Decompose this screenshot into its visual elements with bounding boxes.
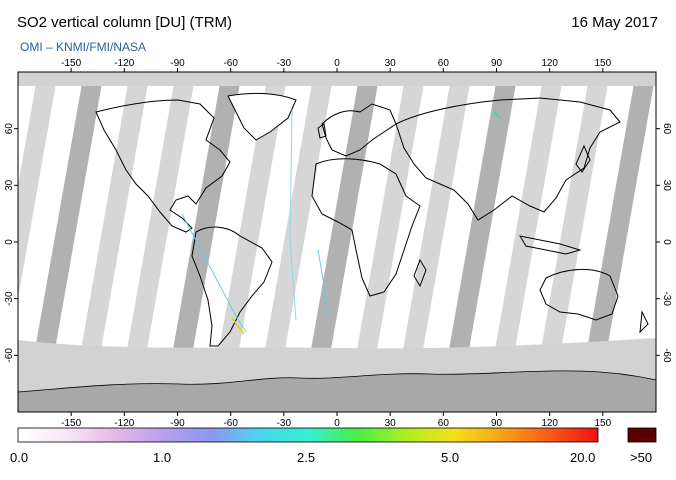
- lon-tick-label-top: -120: [114, 58, 134, 69]
- lat-tick-label-left: -60: [4, 348, 15, 363]
- uk-coast: [317, 123, 327, 139]
- longitude-ticks-top: -150 -120 -90 -60 -30 0 30 60 90 120 150: [61, 58, 612, 72]
- orbit-gap-swath: [254, 72, 334, 412]
- colorbar-overflow-swatch: [627, 427, 657, 443]
- lon-tick-label-bottom: 150: [594, 418, 611, 429]
- orbit-gap-swath: [530, 72, 610, 412]
- orbit-gap-swath: [24, 72, 104, 412]
- lat-tick-label-left: -30: [4, 291, 15, 306]
- orbit-gap-swath: [70, 72, 150, 412]
- orbit-gap-swath: [576, 72, 656, 412]
- map-area: [18, 72, 656, 412]
- lat-tick-label-right: 30: [661, 180, 672, 192]
- lat-tick-label-left: 30: [4, 179, 15, 191]
- lon-tick-label-bottom: 60: [438, 418, 450, 429]
- orbit-gap-swaths: [18, 72, 656, 412]
- orbit-gap-swath: [300, 72, 380, 412]
- orbit-gap-swath: [208, 72, 288, 412]
- latitude-ticks-right: 60 30 0 -30 -60: [656, 123, 672, 363]
- lat-tick-label-right: -60: [661, 348, 672, 363]
- lon-tick-label-top: -90: [170, 58, 185, 69]
- lon-tick-label-top: 150: [594, 58, 611, 69]
- south-america-coast: [191, 226, 273, 347]
- lon-tick-label-top: 90: [491, 58, 503, 69]
- orbit-gap-swath: [18, 72, 58, 299]
- lon-tick-label-top: -30: [277, 58, 292, 69]
- japan-coast: [575, 144, 591, 173]
- lon-tick-label-bottom: 90: [491, 418, 503, 429]
- lat-tick-label-right: -30: [661, 291, 672, 306]
- australia-coast: [539, 268, 619, 321]
- lon-tick-label-bottom: 0: [334, 418, 340, 429]
- orbit-gap-swath: [438, 72, 518, 412]
- colorbar: [17, 427, 599, 443]
- asia-coast: [395, 97, 621, 221]
- orbit-gap-swath: [392, 72, 472, 412]
- lat-tick-label-left: 0: [4, 239, 15, 245]
- indonesia-coast: [518, 235, 582, 255]
- so2-trace-2: [231, 317, 245, 335]
- lon-tick-label-top: 120: [541, 58, 558, 69]
- colorbar-label-2: 2.5: [297, 450, 316, 465]
- colorbar-label-0: 0.0: [10, 450, 29, 465]
- orbit-gap-swath: [162, 72, 242, 412]
- lon-tick-label-top: -60: [223, 58, 238, 69]
- greenland-coast: [227, 92, 297, 141]
- colorbar-label-4: 20.0: [570, 450, 596, 465]
- orbit-gap-swath: [346, 72, 426, 412]
- map-date: 16 May 2017: [571, 14, 658, 31]
- lon-tick-label-top: 0: [334, 58, 340, 69]
- lat-tick-label-right: 60: [661, 123, 672, 135]
- lat-tick-label-left: 60: [4, 123, 15, 135]
- so2-trace-4: [317, 249, 331, 321]
- africa-coast: [311, 158, 421, 297]
- so2-trace-5: [493, 111, 501, 119]
- lon-tick-label-top: 60: [438, 58, 450, 69]
- longitude-ticks-bottom: -150 -120 -90 -60 -30 0 30 60 90 120 150: [61, 412, 612, 429]
- colorbar-over-label: >50: [630, 450, 653, 465]
- new-zealand-coast: [639, 310, 649, 334]
- europe-coast: [321, 103, 397, 157]
- so2-trace-1: [181, 213, 247, 333]
- lon-tick-label-bottom: -120: [114, 418, 134, 429]
- colorbar-label-3: 5.0: [441, 450, 460, 465]
- lon-tick-label-bottom: -60: [223, 418, 238, 429]
- lon-tick-label-bottom: 30: [385, 418, 397, 429]
- lon-tick-label-bottom: 120: [541, 418, 558, 429]
- madagascar-coast: [413, 258, 427, 288]
- lat-tick-label-right: 0: [661, 239, 672, 245]
- lon-tick-label-bottom: -30: [277, 418, 292, 429]
- lon-tick-label-top: -150: [61, 58, 81, 69]
- lon-tick-label-bottom: -150: [61, 418, 81, 429]
- coastlines: [95, 92, 649, 347]
- latitude-ticks-left: 60 30 0 -30 -60: [4, 123, 18, 363]
- lon-tick-label-bottom: -90: [170, 418, 185, 429]
- antarctica-landmass: [18, 370, 656, 412]
- data-source-credit: OMI – KNMI/FMI/NASA: [20, 40, 147, 54]
- orbit-gap-swath: [116, 72, 196, 412]
- lon-tick-label-top: 30: [385, 58, 397, 69]
- so2-trace-3: [289, 109, 297, 321]
- map-title: SO2 vertical column [DU] (TRM): [17, 14, 233, 31]
- north-america-coast: [95, 99, 231, 233]
- colorbar-label-1: 1.0: [153, 450, 172, 465]
- north-no-data-band: [18, 72, 656, 86]
